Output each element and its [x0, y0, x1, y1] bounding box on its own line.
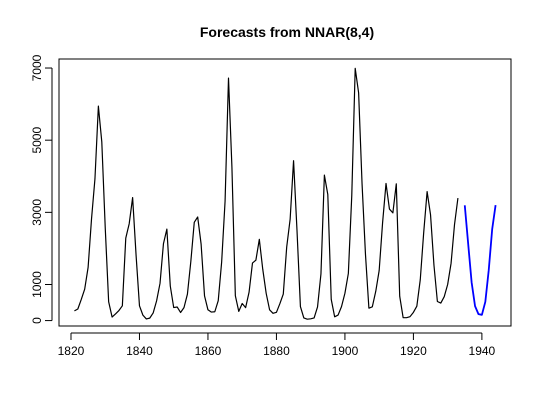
- x-axis: 1820 1840 1860 1880 1900 1920 1940: [58, 332, 496, 358]
- y-tick-label: 7000: [30, 54, 44, 81]
- x-tick-label: 1860: [195, 344, 222, 358]
- x-tick-label: 1840: [126, 344, 153, 358]
- x-tick-label: 1820: [58, 344, 85, 358]
- forecast-series-line: [463, 205, 497, 316]
- x-tick-label: 1900: [332, 344, 359, 358]
- x-tick-label: 1920: [400, 344, 427, 358]
- y-tick-label: 1000: [30, 271, 44, 298]
- plot-frame: [58, 58, 512, 327]
- x-tick-label: 1940: [469, 344, 496, 358]
- y-tick-label: 0: [30, 317, 44, 324]
- chart-title: Forecasts from NNAR(8,4): [200, 24, 374, 40]
- x-tick-label: 1880: [263, 344, 290, 358]
- historical-series-line: [74, 67, 459, 320]
- y-axis: 0 1000 3000 5000 7000: [30, 54, 53, 324]
- y-tick-label: 3000: [30, 199, 44, 226]
- y-tick-label: 5000: [30, 127, 44, 154]
- series-layer: [74, 67, 497, 320]
